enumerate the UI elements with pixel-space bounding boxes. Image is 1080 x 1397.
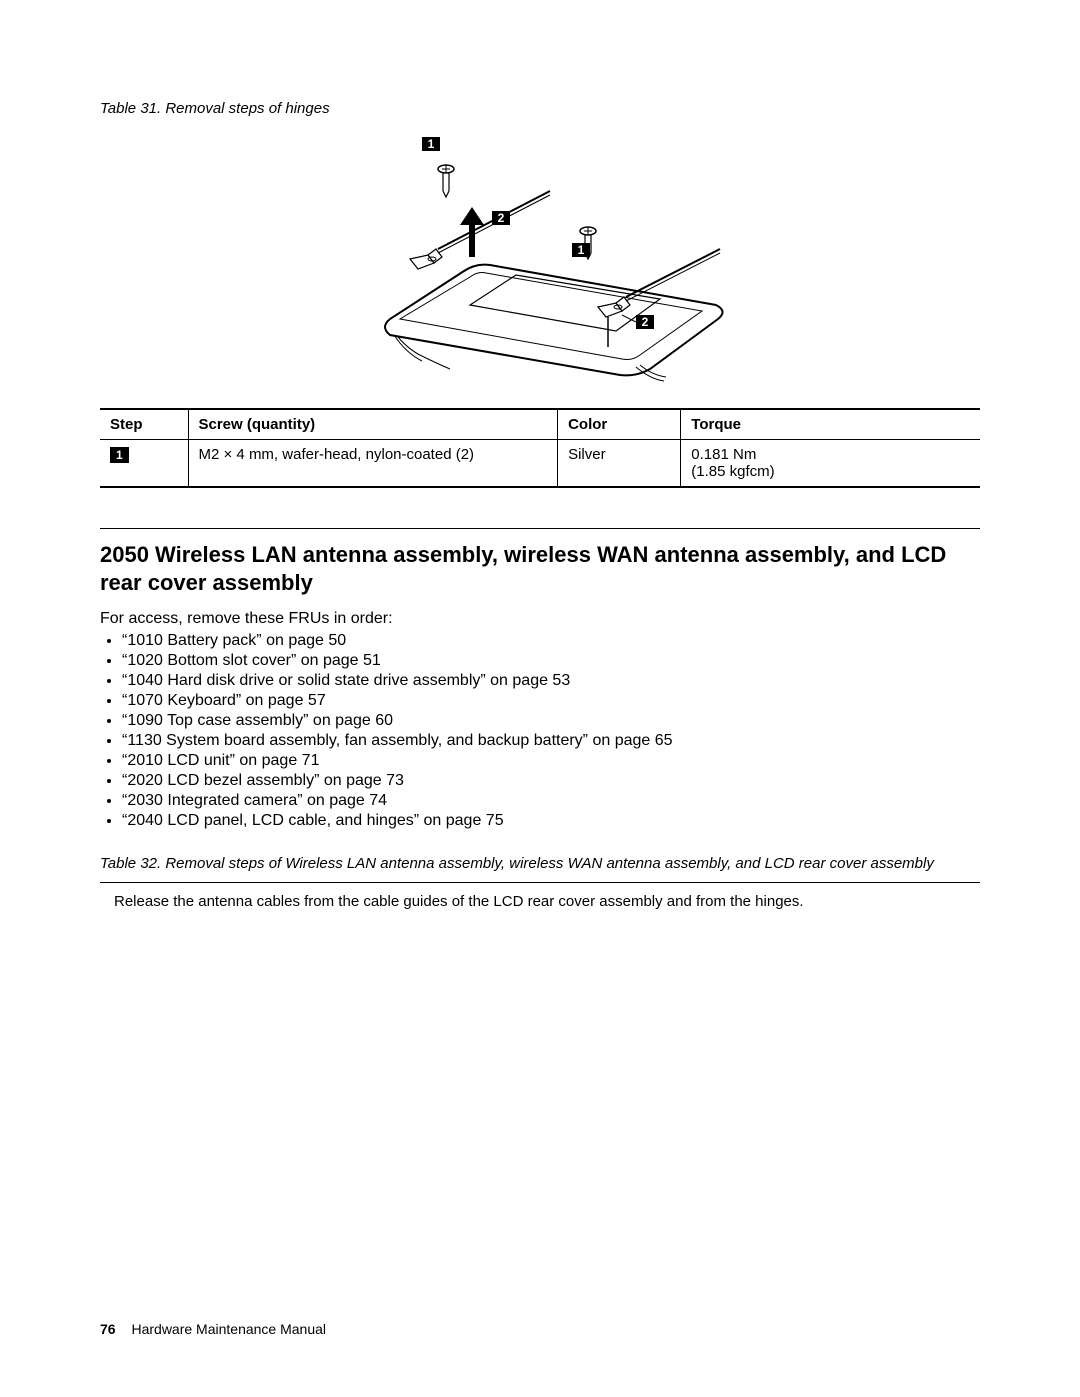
fru-list: “1010 Battery pack” on page 50 “1020 Bot… — [100, 632, 980, 830]
list-item: “1020 Bottom slot cover” on page 51 — [122, 652, 980, 670]
page-content: Table 31. Removal steps of hinges — [100, 100, 980, 910]
torque-line2: (1.85 kgfcm) — [691, 463, 774, 480]
section-heading: 2050 Wireless LAN antenna assembly, wire… — [100, 541, 980, 596]
callout-1-mid: 1 — [578, 243, 585, 257]
cell-screw: M2 × 4 mm, wafer-head, nylon-coated (2) — [188, 440, 558, 488]
table-header-row: Step Screw (quantity) Color Torque — [100, 409, 980, 440]
list-item: “1130 System board assembly, fan assembl… — [122, 732, 980, 750]
col-torque: Torque — [681, 409, 980, 440]
cell-torque: 0.181 Nm (1.85 kgfcm) — [681, 440, 980, 488]
page-number: 76 — [100, 1321, 116, 1337]
diagram-svg: 1 2 1 2 — [340, 129, 740, 389]
list-item: “2010 LCD unit” on page 71 — [122, 752, 980, 770]
fru-intro: For access, remove these FRUs in order: — [100, 610, 980, 628]
list-item: “2020 LCD bezel assembly” on page 73 — [122, 772, 980, 790]
col-step: Step — [100, 409, 188, 440]
list-item: “2040 LCD panel, LCD cable, and hinges” … — [122, 812, 980, 830]
list-item: “2030 Integrated camera” on page 74 — [122, 792, 980, 810]
table32-caption: Table 32. Removal steps of Wireless LAN … — [100, 854, 980, 883]
list-item: “1090 Top case assembly” on page 60 — [122, 712, 980, 730]
page-footer: 76 Hardware Maintenance Manual — [100, 1321, 326, 1337]
table32-body: Release the antenna cables from the cabl… — [100, 893, 980, 910]
callout-2-right: 2 — [642, 315, 649, 329]
table-row: 1 M2 × 4 mm, wafer-head, nylon-coated (2… — [100, 440, 980, 488]
col-screw: Screw (quantity) — [188, 409, 558, 440]
cell-color: Silver — [558, 440, 681, 488]
step-badge: 1 — [110, 447, 129, 463]
section-rule — [100, 528, 980, 529]
callout-2-left: 2 — [498, 211, 505, 225]
callout-1-top: 1 — [428, 137, 435, 151]
hinge-removal-diagram: 1 2 1 2 — [100, 129, 980, 394]
list-item: “1070 Keyboard” on page 57 — [122, 692, 980, 710]
col-color: Color — [558, 409, 681, 440]
list-item: “1040 Hard disk drive or solid state dri… — [122, 672, 980, 690]
footer-title: Hardware Maintenance Manual — [131, 1321, 326, 1337]
table31-caption: Table 31. Removal steps of hinges — [100, 100, 980, 117]
screw-table: Step Screw (quantity) Color Torque 1 M2 … — [100, 408, 980, 488]
list-item: “1010 Battery pack” on page 50 — [122, 632, 980, 650]
torque-line1: 0.181 Nm — [691, 446, 756, 463]
cell-step: 1 — [100, 440, 188, 488]
